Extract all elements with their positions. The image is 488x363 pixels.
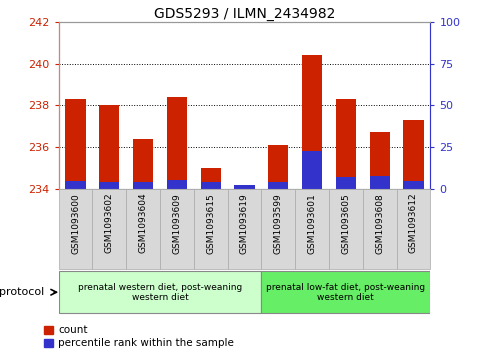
- Bar: [301, 55, 322, 189]
- Text: protocol: protocol: [0, 287, 44, 297]
- Legend: count, percentile rank within the sample: count, percentile rank within the sample: [40, 321, 238, 352]
- Text: GSM1093600: GSM1093600: [71, 193, 80, 253]
- Bar: [295, 189, 328, 269]
- Bar: [65, 99, 85, 189]
- Bar: [99, 182, 119, 189]
- Text: GSM1093615: GSM1093615: [206, 193, 215, 253]
- Bar: [267, 182, 288, 189]
- Bar: [261, 189, 295, 269]
- Bar: [335, 177, 355, 189]
- Bar: [234, 185, 254, 189]
- Bar: [166, 97, 187, 189]
- Bar: [59, 189, 92, 269]
- Bar: [65, 181, 85, 189]
- Text: GSM1093609: GSM1093609: [172, 193, 181, 253]
- Text: GSM1093608: GSM1093608: [374, 193, 384, 253]
- Bar: [133, 182, 153, 189]
- Bar: [193, 189, 227, 269]
- Bar: [234, 185, 254, 189]
- Bar: [126, 189, 160, 269]
- Title: GDS5293 / ILMN_2434982: GDS5293 / ILMN_2434982: [154, 7, 334, 21]
- Bar: [227, 189, 261, 269]
- Bar: [396, 189, 429, 269]
- Text: GSM1093604: GSM1093604: [139, 193, 147, 253]
- Text: GSM1093605: GSM1093605: [341, 193, 349, 253]
- Text: GSM1093599: GSM1093599: [273, 193, 282, 253]
- Bar: [166, 180, 187, 189]
- Text: prenatal western diet, post-weaning
western diet: prenatal western diet, post-weaning west…: [78, 282, 242, 302]
- Text: prenatal low-fat diet, post-weaning
western diet: prenatal low-fat diet, post-weaning west…: [266, 282, 425, 302]
- Bar: [133, 139, 153, 189]
- Text: GSM1093612: GSM1093612: [408, 193, 417, 253]
- Text: GSM1093601: GSM1093601: [307, 193, 316, 253]
- Bar: [403, 181, 423, 189]
- Bar: [369, 132, 389, 189]
- Bar: [261, 271, 429, 313]
- Bar: [369, 176, 389, 189]
- Bar: [301, 151, 322, 189]
- Text: GSM1093619: GSM1093619: [240, 193, 248, 253]
- Bar: [200, 168, 221, 189]
- Text: GSM1093602: GSM1093602: [104, 193, 114, 253]
- Bar: [59, 271, 261, 313]
- Bar: [335, 99, 355, 189]
- Bar: [362, 189, 396, 269]
- Bar: [403, 120, 423, 189]
- Bar: [160, 189, 193, 269]
- Bar: [92, 189, 126, 269]
- Bar: [267, 145, 288, 189]
- Bar: [99, 105, 119, 189]
- Bar: [328, 189, 362, 269]
- Bar: [200, 182, 221, 189]
